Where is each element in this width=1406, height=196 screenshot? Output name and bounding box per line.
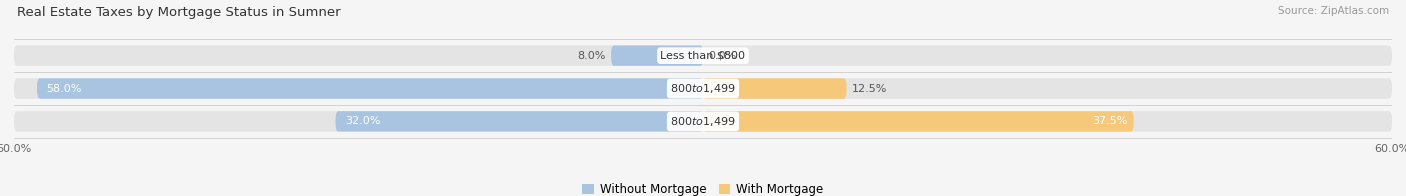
- FancyBboxPatch shape: [14, 78, 1392, 99]
- Text: 58.0%: 58.0%: [46, 83, 82, 93]
- Text: 32.0%: 32.0%: [344, 116, 380, 126]
- Text: $800 to $1,499: $800 to $1,499: [671, 115, 735, 128]
- Text: 12.5%: 12.5%: [852, 83, 887, 93]
- FancyBboxPatch shape: [703, 78, 846, 99]
- FancyBboxPatch shape: [336, 111, 703, 132]
- Text: Less than $800: Less than $800: [661, 51, 745, 61]
- FancyBboxPatch shape: [14, 111, 1392, 132]
- Text: 37.5%: 37.5%: [1092, 116, 1128, 126]
- FancyBboxPatch shape: [37, 78, 703, 99]
- FancyBboxPatch shape: [703, 111, 1133, 132]
- FancyBboxPatch shape: [14, 45, 1392, 66]
- Text: Real Estate Taxes by Mortgage Status in Sumner: Real Estate Taxes by Mortgage Status in …: [17, 6, 340, 19]
- Text: $800 to $1,499: $800 to $1,499: [671, 82, 735, 95]
- Text: Source: ZipAtlas.com: Source: ZipAtlas.com: [1278, 6, 1389, 16]
- FancyBboxPatch shape: [612, 45, 703, 66]
- Text: 0.0%: 0.0%: [709, 51, 737, 61]
- Text: 8.0%: 8.0%: [576, 51, 606, 61]
- Legend: Without Mortgage, With Mortgage: Without Mortgage, With Mortgage: [578, 178, 828, 196]
